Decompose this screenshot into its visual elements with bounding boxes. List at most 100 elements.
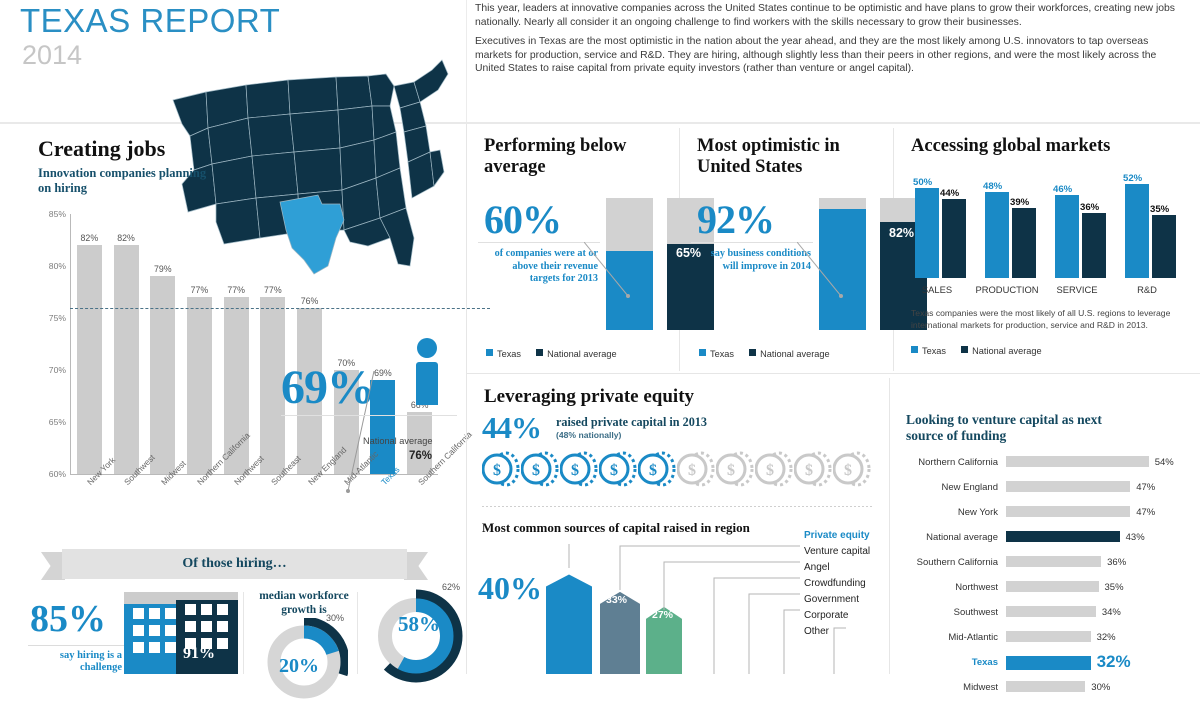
mou-chart: 82%	[819, 198, 949, 330]
bar-southwest	[113, 245, 139, 474]
bar-value-new-york: 82%	[80, 233, 99, 244]
vc-bar-new-york	[1006, 506, 1131, 517]
pba-legend: Texas National average	[486, 349, 617, 359]
callout-leader-line	[346, 371, 375, 493]
pba-chart: 65%	[606, 198, 736, 330]
coin-icon-5: $	[637, 451, 676, 487]
bar-new-york	[76, 245, 102, 474]
vc-label-new-england: New England	[941, 482, 998, 493]
bar-value-northwest: 77%	[227, 285, 245, 296]
agm-note: Texas companies were the most likely of …	[911, 308, 1171, 330]
lpe-line2: (48% nationally)	[556, 430, 622, 440]
creating-jobs-title: Creating jobs	[38, 136, 166, 161]
vc-bar-southwest	[1006, 606, 1096, 617]
vc-value-northwest: 35%	[1104, 582, 1124, 593]
lpe-sources-title: Most common sources of capital raised in…	[482, 520, 750, 535]
mou-bar-texas-fill	[819, 209, 866, 330]
header-divider	[466, 0, 467, 122]
legend-label-texas: Texas	[922, 346, 946, 356]
svg-text:$: $	[805, 462, 813, 479]
mou-caption: say business conditions will improve in …	[710, 248, 811, 272]
coin-icon-4: $	[598, 451, 637, 487]
mou-legend: Texas National average	[699, 349, 830, 359]
y-tick-85: 85%	[48, 209, 66, 219]
performing-below-average-panel: Performing below average 60% of companie…	[466, 124, 714, 374]
coin-icon-8: $	[754, 451, 793, 487]
header-bottom-rule	[0, 122, 1200, 124]
agm-value-r&d-texas: 52%	[1123, 173, 1143, 185]
lpe-dotted-rule	[482, 506, 872, 507]
source-label-crowdfunding: Crowdfunding	[804, 578, 866, 589]
coin-icon-2: $	[520, 451, 559, 487]
national-average-label: National average	[363, 436, 433, 446]
agm-legend: Texas National average	[911, 346, 1042, 356]
bar-midwest	[150, 276, 176, 474]
coin-icon-9: $	[793, 451, 832, 487]
workforce-growth-texas-value: 20%	[279, 655, 319, 677]
legend-swatch-texas	[911, 346, 918, 353]
agm-bar-service-national	[1082, 213, 1106, 278]
vc-label-mid-atlantic: Mid-Atlantic	[948, 632, 998, 643]
agm-bar-service-texas	[1055, 195, 1079, 278]
svg-text:$: $	[727, 462, 735, 479]
callout-rule	[281, 415, 457, 416]
agm-value-sales-texas: 50%	[913, 177, 933, 188]
lpe-title: Leveraging private equity	[484, 386, 695, 407]
building-national-icon	[176, 592, 238, 674]
svg-text:$: $	[649, 462, 657, 479]
accessing-global-markets-panel: Accessing global markets 50% 44% SALES 48% 3…	[893, 124, 1200, 374]
mou-leader-line	[797, 242, 843, 298]
vc-value-southwest: 34%	[1101, 607, 1121, 618]
agm-title: Accessing global markets	[911, 136, 1111, 156]
of-those-hiring-ribbon: Of those hiring…	[62, 549, 407, 579]
agm-value-sales-national: 44%	[940, 187, 960, 199]
workforce-growth-national-value: 30%	[326, 613, 345, 623]
bar-northwest	[223, 297, 249, 474]
vc-label-texas: Texas	[971, 657, 998, 668]
agm-bar-production-national	[1012, 207, 1036, 278]
leveraging-private-equity-panel: Leveraging private equity 44% raised pri…	[466, 374, 890, 674]
agm-chart: 50% 44% SALES 48% 39% PRODUCTION 46% 36% SERVICE…	[907, 170, 1187, 300]
bar-group	[71, 214, 438, 474]
legend-label-national: National average	[760, 349, 830, 359]
agm-bar-r&d-national	[1152, 215, 1176, 278]
pba-title: Performing below average	[484, 136, 627, 177]
mou-national-value: 82%	[889, 226, 915, 240]
agm-bar-sales-national	[942, 198, 966, 278]
vc-value-texas: 32%	[1096, 652, 1131, 671]
building-texas-icon	[124, 592, 186, 674]
svg-text:$: $	[571, 462, 579, 479]
lpe-bignum: 44%	[482, 410, 542, 445]
panel-divider-vc	[889, 378, 890, 674]
agm-bar-sales-texas	[915, 188, 939, 278]
y-tick-60: 60%	[48, 469, 66, 479]
source-label-angel: Angel	[804, 562, 830, 573]
svg-text:$: $	[766, 462, 774, 479]
agm-bar-production-texas	[985, 191, 1009, 278]
pba-caption: of companies were at or above their reve…	[494, 248, 598, 284]
pba-national-value: 65%	[676, 246, 702, 260]
source-bar-venture-capital	[600, 591, 640, 674]
texas-hiring-callout: 69%	[281, 361, 375, 414]
legend-label-texas: Texas	[710, 349, 734, 359]
venture-capital-panel: Looking to venture capital as next sourc…	[890, 374, 1200, 693]
pba-bar-national-fill	[667, 244, 714, 330]
agm-category-service: SERVICE	[1056, 284, 1098, 295]
intro-paragraph-2: Executives in Texas are the most optimis…	[475, 36, 1157, 75]
coin-icon-1: $	[481, 451, 520, 487]
agm-bar-r&d-texas	[1125, 184, 1149, 278]
source-bar-private-equity	[546, 574, 592, 674]
coin-icon-6: $	[676, 451, 715, 487]
second-donut-texas-value: 58%	[398, 612, 440, 636]
agm-value-production-national: 39%	[1010, 196, 1030, 208]
us-map-icon	[172, 59, 449, 275]
source-label-corporate: Corporate	[804, 610, 849, 621]
bar-value-southwest: 82%	[117, 233, 135, 244]
vc-label-midwest: Midwest	[963, 682, 998, 693]
bar-value-texas: 69%	[374, 368, 392, 379]
vc-value-midwest: 30%	[1091, 682, 1111, 693]
coin-row: $ $ $ $ $ $ $ $ $ $	[481, 450, 872, 493]
agm-value-service-texas: 46%	[1053, 184, 1073, 196]
intro-paragraph-1: This year, leaders at innovative compani…	[475, 3, 1176, 28]
